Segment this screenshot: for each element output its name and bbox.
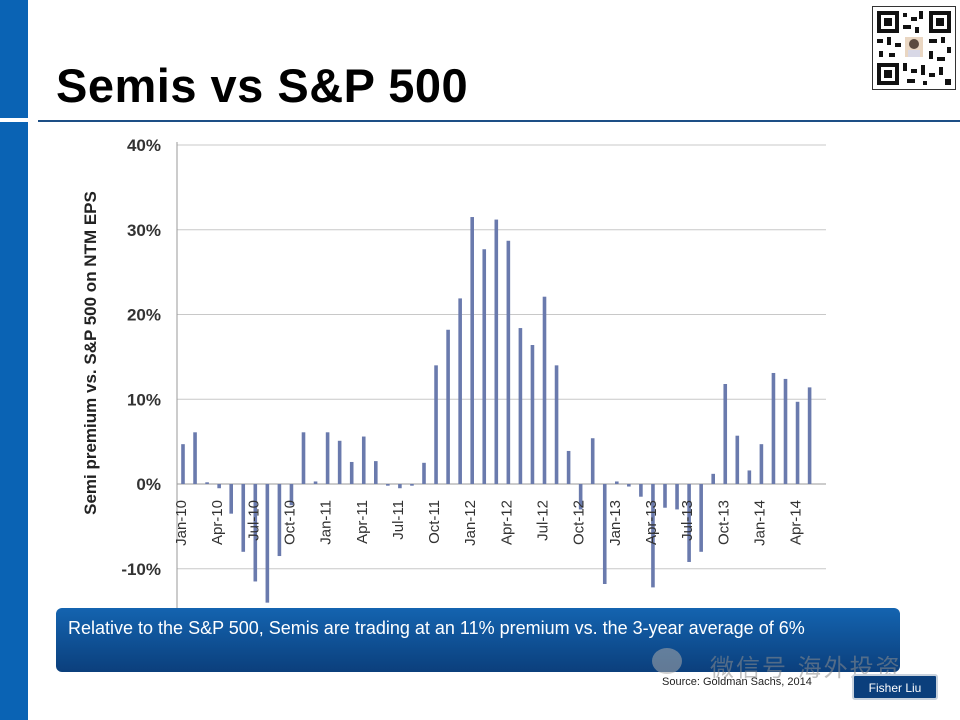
bar [458, 298, 462, 484]
x-tick-label: Jan-12 [462, 500, 479, 546]
callout-box: Relative to the S&P 500, Semis are tradi… [56, 608, 900, 672]
y-tick-label: 30% [127, 221, 161, 240]
bar [410, 484, 414, 486]
bar [699, 484, 703, 552]
x-tick-label: Jul-13 [679, 500, 696, 541]
x-tick-label: Oct-12 [571, 500, 588, 545]
x-tick-label: Apr-12 [498, 500, 515, 545]
callout-text: Relative to the S&P 500, Semis are tradi… [68, 618, 805, 638]
bar [494, 219, 499, 484]
y-tick-label: -10% [121, 560, 161, 579]
bar [723, 384, 728, 484]
bar [663, 484, 667, 508]
bar [446, 329, 450, 484]
x-tick-label: Jul-10 [245, 500, 262, 541]
y-tick-label: 10% [127, 390, 161, 409]
qr-code-icon [872, 6, 956, 90]
bar [349, 461, 354, 484]
bar [566, 450, 571, 484]
chat-bubble-icon [652, 648, 682, 674]
bar [434, 365, 438, 484]
title-rule [38, 120, 960, 122]
x-tick-label: Oct-11 [426, 500, 443, 544]
bar [205, 482, 209, 484]
bar [602, 484, 607, 584]
bar [627, 484, 631, 487]
x-tick-label: Oct-13 [715, 500, 732, 545]
bar [253, 484, 258, 582]
left-accent-bar [0, 0, 28, 720]
bar [241, 484, 246, 552]
y-tick-label: 40% [127, 136, 161, 155]
x-tick-label: Apr-11 [354, 500, 371, 544]
bar [578, 484, 583, 510]
bar [747, 470, 752, 484]
bar [795, 401, 800, 484]
bar-chart: 40% 30% 20% 10% 0% -10% Jan-10 Apr-10 Jul-10 Oct-… [81, 136, 826, 608]
bar [193, 432, 197, 484]
x-tick-label: Apr-13 [643, 500, 660, 545]
slide-title: Semis vs S&P 500 [56, 59, 469, 112]
bar [735, 435, 740, 484]
bar [470, 217, 474, 484]
x-tick-label: Jan-13 [607, 500, 624, 546]
bar [265, 484, 270, 603]
bar [181, 444, 185, 484]
bar [217, 484, 221, 489]
bar [518, 328, 523, 484]
source-note: Source: Goldman Sachs, 2014 [662, 676, 812, 688]
bar [675, 484, 679, 510]
bar [711, 473, 715, 484]
bar [422, 462, 426, 484]
y-tick-label: 0% [136, 475, 161, 494]
bar [651, 484, 655, 588]
y-axis-label: Semi premium vs. S&P 500 on NTM EPS [81, 191, 100, 515]
bar [361, 436, 366, 484]
x-tick-label: Jan-11 [318, 500, 335, 545]
x-tick-label: Jul-12 [535, 500, 552, 541]
author-tag: Fisher Liu [852, 674, 938, 700]
bar [229, 484, 233, 514]
bar [590, 438, 595, 484]
bar [337, 440, 342, 484]
title-rule-gap [0, 118, 28, 122]
bar [687, 484, 691, 562]
bar [325, 432, 330, 484]
bar [783, 378, 788, 484]
bar [398, 484, 402, 489]
bar [277, 484, 282, 557]
bar [374, 461, 378, 484]
bar [313, 481, 318, 484]
y-tick-label: 20% [127, 306, 161, 325]
bar [506, 240, 511, 484]
bar [542, 296, 547, 484]
bar [301, 432, 306, 484]
bar [386, 484, 390, 486]
bar [771, 372, 776, 484]
bar [759, 444, 764, 484]
x-tick-label: Jul-11 [390, 500, 407, 540]
bar [615, 481, 619, 484]
bar [807, 387, 812, 484]
bar [530, 345, 535, 484]
bar [482, 249, 487, 484]
bar [289, 484, 294, 506]
x-tick-label: Oct-10 [281, 500, 298, 545]
bar [639, 484, 643, 497]
x-tick-label: Apr-14 [788, 500, 805, 545]
bar [554, 365, 559, 484]
x-tick-label: Jan-14 [751, 500, 768, 546]
x-tick-label: Jan-10 [173, 500, 190, 546]
x-tick-label: Apr-10 [209, 500, 226, 545]
